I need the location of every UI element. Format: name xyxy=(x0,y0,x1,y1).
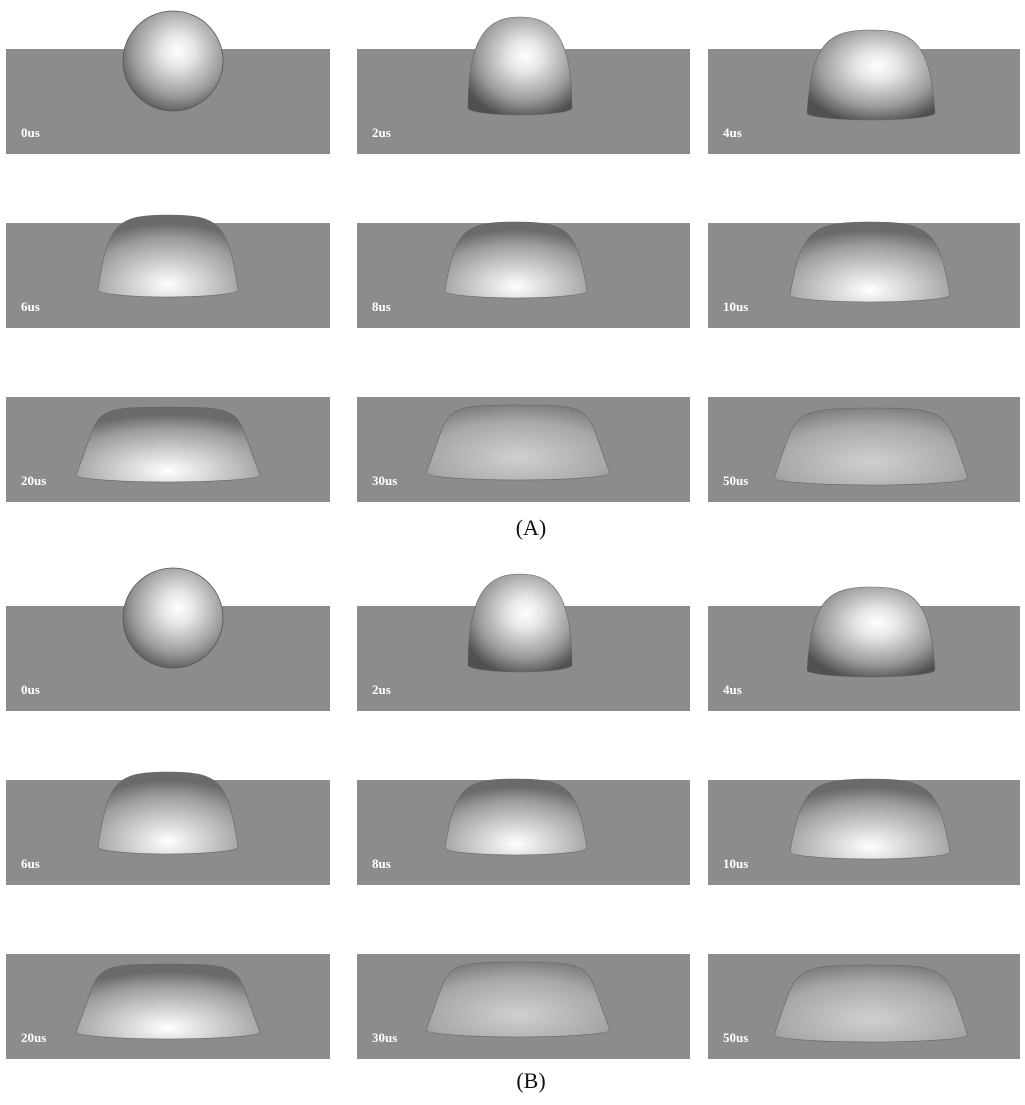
time-label: 0us xyxy=(21,682,40,697)
time-label: 6us xyxy=(21,856,40,871)
droplet xyxy=(98,215,238,297)
figure-caption: (B) xyxy=(516,1068,545,1093)
time-label: 20us xyxy=(21,473,46,488)
droplet xyxy=(807,587,935,677)
droplet xyxy=(98,772,238,854)
droplet xyxy=(123,11,223,111)
figure-caption: (A) xyxy=(516,515,547,540)
time-label: 8us xyxy=(372,856,391,871)
droplet xyxy=(807,30,935,120)
time-label: 4us xyxy=(723,682,742,697)
time-label: 2us xyxy=(372,125,391,140)
droplet xyxy=(468,574,572,672)
time-label: 30us xyxy=(372,473,397,488)
droplet xyxy=(790,222,950,302)
time-label: 20us xyxy=(21,1030,46,1045)
droplet xyxy=(76,964,260,1039)
droplet xyxy=(790,779,950,859)
droplet xyxy=(445,779,587,855)
time-label: 50us xyxy=(723,473,748,488)
droplet xyxy=(426,405,610,480)
figure: 0us 2us 4us 6us 8us 10us 20us 30us 50us (A) 0us 2us… xyxy=(0,0,1025,1105)
time-label: 2us xyxy=(372,682,391,697)
time-label: 10us xyxy=(723,299,748,314)
time-label: 50us xyxy=(723,1030,748,1045)
time-label: 30us xyxy=(372,1030,397,1045)
droplet xyxy=(76,407,260,482)
droplet xyxy=(774,965,968,1042)
droplet xyxy=(445,222,587,298)
time-label: 6us xyxy=(21,299,40,314)
time-label: 0us xyxy=(21,125,40,140)
droplet xyxy=(774,408,968,485)
time-label: 4us xyxy=(723,125,742,140)
droplet xyxy=(123,568,223,668)
time-label: 8us xyxy=(372,299,391,314)
droplet xyxy=(468,17,572,115)
droplet xyxy=(426,962,610,1037)
time-label: 10us xyxy=(723,856,748,871)
